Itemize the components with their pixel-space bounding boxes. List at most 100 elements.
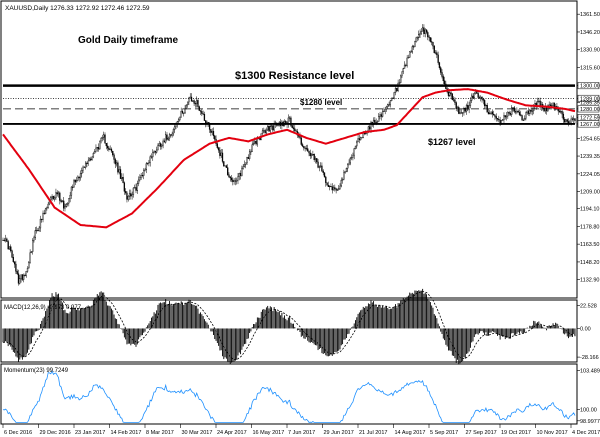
candle-body	[388, 104, 390, 106]
candle-body	[252, 142, 255, 145]
candle-body	[478, 97, 481, 99]
candle-body	[33, 237, 35, 241]
candle-body	[101, 137, 104, 139]
candle-body	[115, 162, 118, 165]
candle-body	[26, 267, 29, 272]
candle-body	[267, 126, 269, 131]
candle-body	[339, 185, 341, 189]
price-tick-label: 1289.00	[580, 96, 600, 102]
price-levels	[3, 84, 575, 125]
candle-body	[130, 193, 132, 197]
candle-body	[156, 149, 158, 153]
candle-body	[60, 200, 62, 203]
candle-body	[564, 119, 566, 123]
candle-body	[149, 156, 151, 163]
candle-body	[338, 188, 340, 190]
candle-body	[303, 146, 305, 149]
candle-body	[464, 107, 466, 112]
candle-body	[502, 119, 504, 121]
candle-body	[452, 99, 455, 101]
candle-body	[393, 92, 395, 99]
price-tick-label: 1272.59	[580, 115, 600, 121]
candle-body	[100, 138, 102, 142]
candle-body	[319, 165, 322, 167]
candle-body	[420, 31, 422, 34]
candle-body	[354, 145, 357, 149]
candle-body	[436, 52, 438, 56]
price-tick-label: 1224.05	[580, 172, 600, 178]
price-tick-label: 1361.50	[580, 12, 600, 18]
candle-body	[163, 140, 166, 143]
candle-body	[227, 167, 229, 175]
candle-body	[141, 175, 144, 177]
candle-body	[192, 100, 194, 102]
candle-body	[221, 152, 224, 162]
candle-body	[322, 170, 324, 173]
candle-body	[358, 138, 361, 141]
candle-body	[223, 161, 225, 167]
candle-body	[345, 168, 348, 172]
time-tick-label: 14 Feb 2017	[111, 430, 142, 436]
candle-body	[467, 104, 469, 110]
candle-body	[310, 154, 313, 157]
candle-body	[512, 107, 514, 109]
candle-body	[4, 238, 7, 241]
candle-body	[314, 158, 317, 160]
candle-body	[154, 150, 157, 153]
annotation-1267: $1267 level	[428, 137, 476, 147]
candle-body	[17, 273, 20, 284]
candle-body	[451, 93, 453, 100]
candle-body	[523, 118, 526, 121]
candle-body	[161, 144, 163, 147]
price-tick-label: 1148.20	[580, 260, 599, 266]
candle-body	[518, 112, 521, 115]
candle-body	[491, 111, 494, 115]
candle-body	[172, 129, 175, 135]
candle-body	[531, 110, 534, 112]
candle-body	[118, 169, 120, 173]
candle-body	[95, 147, 97, 152]
candle-body	[65, 204, 67, 207]
candle-body	[114, 159, 116, 165]
candle-body	[55, 192, 57, 198]
candle-body	[224, 165, 226, 167]
candle-body	[15, 263, 17, 272]
candle-body	[308, 150, 310, 154]
candle-body	[401, 71, 403, 77]
candle-body	[543, 108, 545, 112]
candle-body	[485, 105, 487, 107]
candle-body	[177, 119, 180, 122]
time-tick-label: 29 Jun 2017	[324, 430, 354, 436]
candle-body	[307, 148, 309, 152]
candle-body	[330, 186, 332, 188]
candle-body	[483, 100, 486, 107]
candle-body	[459, 112, 461, 114]
candle-body	[547, 105, 549, 112]
candle-body	[437, 54, 439, 63]
price-tick-label: 1280.00	[580, 107, 600, 113]
candle-body	[250, 151, 252, 153]
price-tick-label: 1346.20	[580, 30, 600, 36]
candle-body	[406, 57, 408, 66]
candle-body	[517, 110, 519, 113]
candle-body	[489, 113, 491, 115]
candle-body	[61, 200, 64, 203]
candle-body	[42, 212, 44, 220]
candle-body	[521, 115, 523, 121]
candle-body	[81, 170, 83, 174]
candle-body	[186, 101, 189, 106]
candle-body	[254, 140, 256, 144]
candle-body	[88, 158, 91, 162]
candle-body	[389, 100, 392, 106]
candle-body	[84, 162, 87, 168]
price-tick-label: 1300.00	[580, 84, 600, 90]
candle-body	[433, 45, 435, 54]
candle-body	[239, 173, 242, 176]
candle-body	[418, 34, 420, 38]
candle-body	[505, 115, 508, 118]
candle-body	[416, 37, 419, 39]
price-tick-label: 1194.10	[580, 207, 599, 213]
candle-body	[335, 188, 337, 191]
momentum-label: Momentum(23) 99.7249	[4, 368, 69, 374]
candle-body	[565, 119, 567, 123]
